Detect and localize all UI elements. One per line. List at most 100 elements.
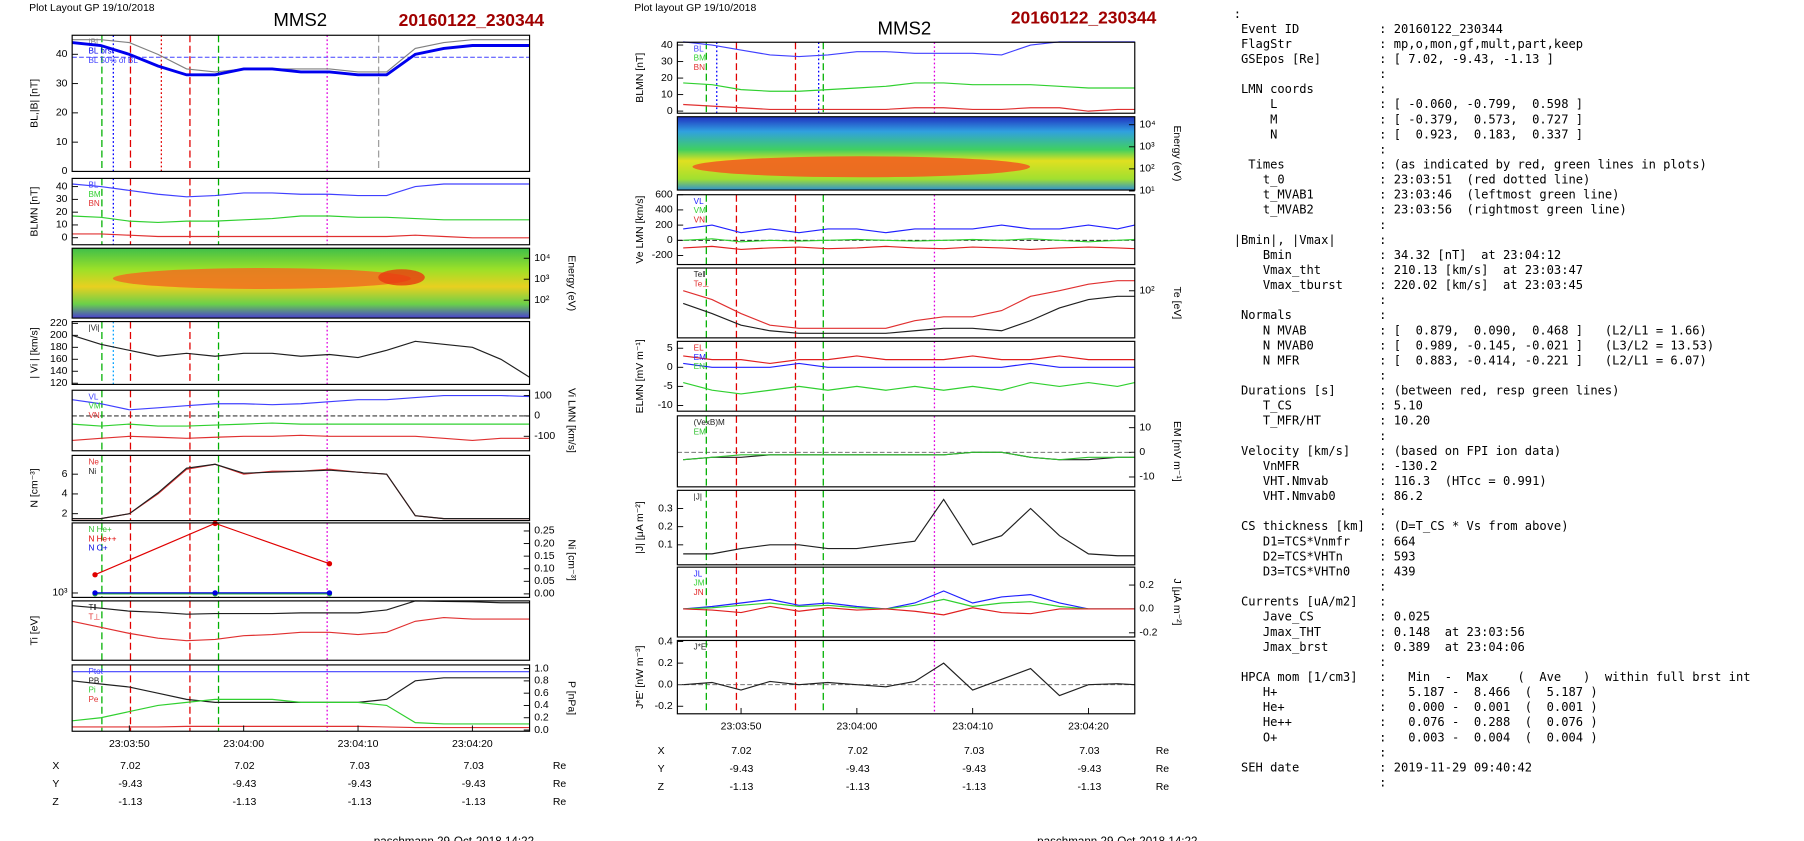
series-line [683, 381, 1135, 395]
table-cell: Re [1156, 746, 1170, 757]
info-value: : [1379, 233, 1386, 247]
info-value: : 5.10 [1379, 399, 1423, 413]
legend-label: VL [88, 392, 98, 401]
info-key: H+ [1234, 685, 1278, 699]
y-tick-label: 10³ [1139, 142, 1155, 153]
y-tick-label: 6 [62, 469, 68, 480]
series-line [72, 698, 530, 725]
table-cell: 7.02 [234, 761, 255, 772]
marker [92, 590, 98, 596]
series-line [72, 41, 530, 77]
info-value: : 5.187 - 8.466 ( 5.187 ) [1379, 685, 1597, 699]
info-value: : [1379, 504, 1386, 518]
series-line [683, 590, 1135, 610]
y-tick-label: 20 [56, 108, 68, 119]
series-line [72, 600, 530, 615]
series-line [72, 422, 530, 427]
legend-label: BN [694, 63, 705, 72]
info-key: |Bmin|, |Vmax| [1234, 233, 1336, 247]
info-value: : [1379, 655, 1386, 669]
y-tick-label: 10¹ [1139, 186, 1155, 197]
info-key: t_0 [1234, 173, 1285, 187]
panel-frame [71, 454, 531, 522]
info-key: D3=TCS*VHTn0 [1234, 564, 1351, 578]
y-tick-label: 10² [1139, 286, 1155, 297]
y-tick-label: 2 [62, 508, 68, 519]
info-key: HPCA mom [1/cm3] [1234, 670, 1358, 684]
series-line [72, 434, 530, 441]
series-line [683, 41, 1135, 58]
table-cell: -9.43 [232, 779, 256, 790]
panel-frame [676, 41, 1136, 114]
table-cell: -9.43 [348, 779, 372, 790]
legend-label: T‖ [88, 603, 96, 612]
info-key: Vmax_tht [1234, 263, 1321, 277]
info-value: : 0.003 - 0.004 ( 0.004 ) [1379, 730, 1597, 744]
info-value: : 664 [1379, 534, 1415, 548]
series-line [683, 280, 1135, 329]
info-key: GSEpos [Re] [1234, 52, 1321, 66]
series-line [683, 605, 1135, 616]
legend-label: EL [694, 343, 704, 352]
info-value: : (as indicated by red, green lines in p… [1379, 158, 1707, 172]
y-tick-label: 0.2 [534, 713, 549, 724]
table-cell: 7.03 [964, 746, 985, 757]
legend-label: EM [694, 353, 706, 362]
table-cell: -1.13 [232, 797, 256, 808]
y-tick-label: 10³ [534, 274, 550, 285]
x-tick-label: 23:04:20 [452, 739, 493, 750]
info-value: : [1379, 67, 1386, 81]
info-key: Event ID [1234, 22, 1300, 36]
table-cell: 7.02 [848, 746, 869, 757]
info-key: FlagStr [1234, 37, 1292, 51]
y-axis-label: J [μA m⁻²] [1171, 579, 1182, 626]
panel-frame [71, 522, 531, 598]
legend-label: JN [694, 588, 704, 597]
table-cell: Re [553, 761, 567, 772]
info-value: : mp,o,mon,gf,mult,part,keep [1379, 37, 1583, 51]
info-value: : 34.32 [nT] at 23:04:12 [1379, 248, 1561, 262]
legend-label: Ne [88, 458, 99, 467]
info-key: Jave_CS [1234, 610, 1314, 624]
y-tick-label: -0.2 [1139, 628, 1157, 639]
legend-label: BM [88, 190, 100, 199]
info-value: : (based on FPI ion data) [1379, 444, 1561, 458]
info-key: He++ [1234, 715, 1292, 729]
y-tick-label: 0 [534, 411, 540, 422]
info-value: : 0.389 at 23:04:06 [1379, 640, 1525, 654]
legend-label: BN [88, 199, 99, 208]
marker [212, 590, 218, 596]
table-cell: -9.43 [462, 779, 486, 790]
y-tick-label: 20 [56, 207, 68, 218]
y-tick-label: 10³ [52, 588, 68, 599]
info-value: : [ 0.989, -0.145, -0.021 ] (L3/L2 = 13.… [1379, 338, 1714, 352]
panel-frame [71, 664, 531, 732]
legend-label: (VexB)M [694, 418, 725, 427]
info-key: M [1234, 112, 1278, 126]
legend-label: N O+ [88, 544, 107, 553]
info-value: : [1379, 429, 1386, 443]
info-value: : 2019-11-29 09:40:42 [1379, 760, 1532, 774]
legend-label: VL [694, 197, 704, 206]
y-tick-label: 0.2 [1139, 580, 1154, 591]
y-tick-label: 120 [50, 378, 68, 389]
y-tick-label: 10² [534, 295, 550, 306]
table-cell: Re [1156, 782, 1170, 793]
table-cell: Re [1156, 764, 1170, 775]
info-value: : [1379, 745, 1386, 759]
table-cell: -9.43 [962, 764, 986, 775]
info-value: : 116.3 (HTcc = 0.991) [1379, 474, 1546, 488]
legend-label: PB [88, 676, 99, 685]
info-key: : [1234, 7, 1241, 21]
marker [326, 590, 333, 596]
info-key: t_MVAB1 [1234, 188, 1314, 202]
table-cell: Re [553, 779, 567, 790]
plot-note: Plot layout GP 19/10/2018 [634, 3, 756, 14]
info-key: VnMFR [1234, 459, 1300, 473]
y-tick-label: 600 [655, 189, 673, 200]
y-axis-label: Te [eV] [1171, 287, 1182, 320]
y-tick-label: -100 [534, 431, 555, 442]
legend-label: |B| [88, 37, 98, 46]
y-tick-label: 160 [50, 354, 68, 365]
